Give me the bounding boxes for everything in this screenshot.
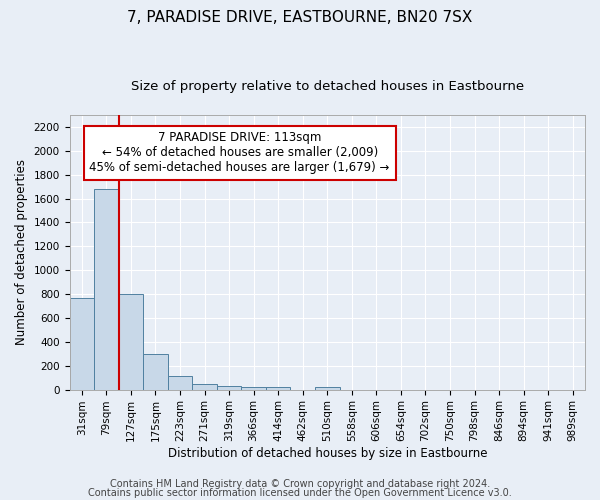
Bar: [241, 386, 266, 390]
Bar: [119, 294, 143, 390]
Bar: [217, 386, 241, 390]
Text: 7 PARADISE DRIVE: 113sqm
← 54% of detached houses are smaller (2,009)
45% of sem: 7 PARADISE DRIVE: 113sqm ← 54% of detach…: [89, 132, 390, 174]
Title: Size of property relative to detached houses in Eastbourne: Size of property relative to detached ho…: [131, 80, 524, 93]
X-axis label: Distribution of detached houses by size in Eastbourne: Distribution of detached houses by size …: [167, 447, 487, 460]
Text: Contains public sector information licensed under the Open Government Licence v3: Contains public sector information licen…: [88, 488, 512, 498]
Bar: [143, 354, 168, 390]
Bar: [266, 387, 290, 390]
Y-axis label: Number of detached properties: Number of detached properties: [15, 160, 28, 346]
Bar: [94, 189, 119, 390]
Bar: [192, 384, 217, 390]
Text: 7, PARADISE DRIVE, EASTBOURNE, BN20 7SX: 7, PARADISE DRIVE, EASTBOURNE, BN20 7SX: [127, 10, 473, 25]
Bar: [168, 376, 192, 390]
Bar: [315, 387, 340, 390]
Text: Contains HM Land Registry data © Crown copyright and database right 2024.: Contains HM Land Registry data © Crown c…: [110, 479, 490, 489]
Bar: [70, 298, 94, 390]
